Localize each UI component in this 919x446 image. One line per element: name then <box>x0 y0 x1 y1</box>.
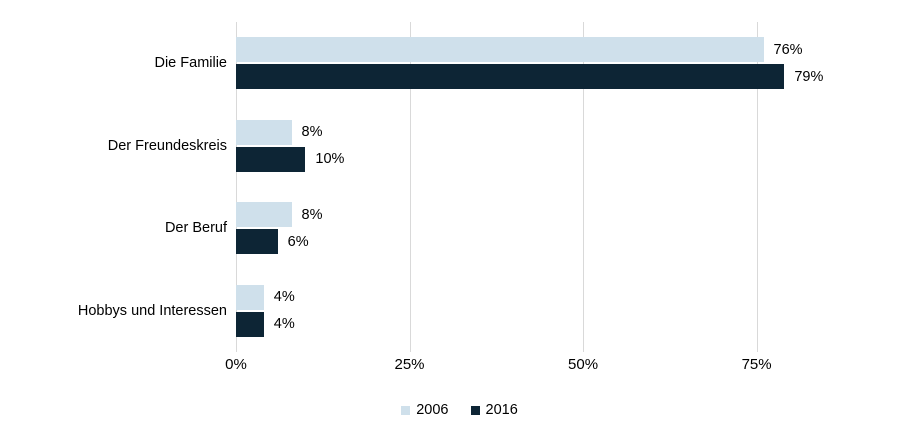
gridline-75% <box>756 22 758 352</box>
bar-group-der-freundeskreis: 8% 10% <box>236 105 919 188</box>
bar-2016-hobbys-und-interessen <box>236 311 264 337</box>
legend-label-2006: 2006 <box>416 402 449 418</box>
bar-group-die-familie: 76% 79% <box>236 22 919 105</box>
bar-2016-der-freundeskreis <box>236 146 306 172</box>
x-tick-label-25%: 25% <box>394 356 425 373</box>
gridline-0% <box>236 22 237 352</box>
gridline-25% <box>409 22 411 352</box>
bar-2016-der-beruf <box>236 229 278 255</box>
category-label-der-freundeskreis: Der Freundeskreis <box>107 137 227 154</box>
category-label-die-familie: Die Familie <box>154 55 227 72</box>
bar-line-2006-der-freundeskreis: 8% <box>236 119 919 145</box>
bar-2006-der-beruf <box>236 202 292 228</box>
legend-swatch-2016 <box>470 405 480 415</box>
x-tick-label-75%: 75% <box>741 356 772 373</box>
bar-2016-die-familie <box>236 64 785 90</box>
legend-label-2016: 2016 <box>485 402 518 418</box>
x-tick-label-0%: 0% <box>225 356 247 373</box>
bar-line-2016-der-beruf: 6% <box>236 229 919 255</box>
bar-2006-die-familie <box>236 37 764 63</box>
x-tick-label-50%: 50% <box>568 356 599 373</box>
gridline-50% <box>583 22 585 352</box>
x-axis: 0% 25% 50% 75% <box>225 352 919 374</box>
bar-line-2016-die-familie: 79% <box>236 64 919 90</box>
value-label-2016-der-beruf: 6% <box>287 233 309 250</box>
value-label-2016-die-familie: 79% <box>794 68 824 85</box>
value-label-2006-hobbys-und-interessen: 4% <box>273 289 295 306</box>
legend-item-2016: 2016 <box>470 402 518 418</box>
value-label-2006-der-freundeskreis: 8% <box>301 124 323 141</box>
legend-swatch-2006 <box>401 405 411 415</box>
bar-line-2016-hobbys-und-interessen: 4% <box>236 311 919 337</box>
bar-line-2006-der-beruf: 8% <box>236 202 919 228</box>
bar-line-2006-die-familie: 76% <box>236 37 919 63</box>
value-label-2006-die-familie: 76% <box>773 41 803 58</box>
bar-2006-der-freundeskreis <box>236 119 292 145</box>
category-label-hobbys-und-interessen: Hobbys und Interessen <box>77 302 227 319</box>
value-label-2016-hobbys-und-interessen: 4% <box>273 316 295 333</box>
bar-2006-hobbys-und-interessen <box>236 284 264 310</box>
bar-line-2006-hobbys-und-interessen: 4% <box>236 284 919 310</box>
plot-area: 76% 79% 8% 10% 8% 6% 4% 4% <box>236 22 919 352</box>
category-axis: Die Familie Der Freundeskreis Der Beruf Hob… <box>0 22 236 352</box>
value-label-2016-der-freundeskreis: 10% <box>315 151 345 168</box>
chart-body: Die Familie Der Freundeskreis Der Beruf Hob… <box>0 22 919 352</box>
bar-group-hobbys-und-interessen: 4% 4% <box>236 270 919 353</box>
value-label-2006-der-beruf: 8% <box>301 206 323 223</box>
legend-item-2006: 2006 <box>401 402 449 418</box>
bar-group-der-beruf: 8% 6% <box>236 187 919 270</box>
bar-line-2016-der-freundeskreis: 10% <box>236 146 919 172</box>
legend: 2006 2016 <box>0 402 919 418</box>
category-label-der-beruf: Der Beruf <box>164 220 227 237</box>
